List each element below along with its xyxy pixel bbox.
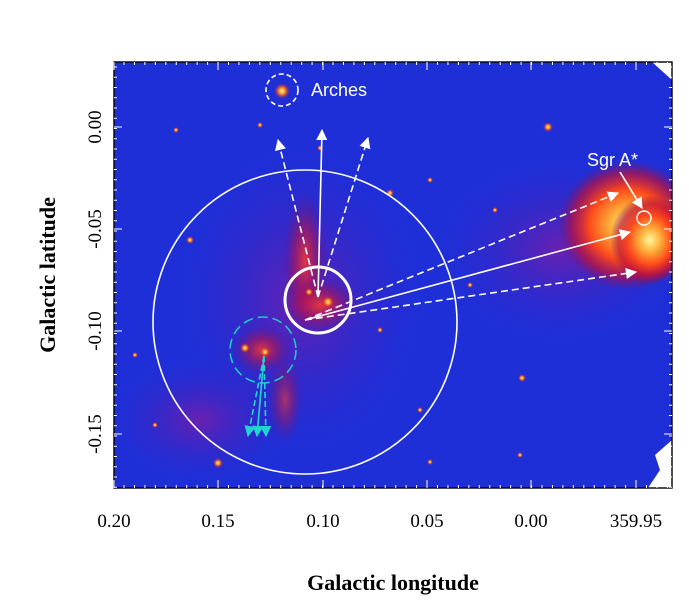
y-tick-labels: 0.00 -0.05 -0.10 -0.15: [85, 110, 106, 453]
x-tick-label: 0.00: [514, 511, 547, 532]
x-axis-title: Galactic longitude: [307, 570, 479, 595]
sgr-a-label: Sgr A*: [587, 150, 638, 170]
sgr-a-circle: [636, 210, 652, 226]
x-tick-labels: 0.20 0.15 0.10 0.05 0.00 359.95: [97, 511, 662, 532]
x-tick-label: 0.20: [97, 511, 130, 532]
x-tick-label: 0.05: [410, 511, 443, 532]
y-tick-label: 0.00: [85, 110, 106, 143]
y-tick-label: -0.10: [85, 311, 106, 351]
arches-circle: [265, 73, 299, 107]
arrows-to-arches: [275, 128, 371, 298]
large-region-circle: [152, 169, 458, 475]
y-tick-label: -0.05: [85, 209, 106, 249]
xray-map: Arches Sgr A*: [114, 62, 672, 488]
x-tick-label: 359.95: [610, 511, 662, 532]
axis-ticks: [113, 62, 672, 488]
cyan-arrows: [244, 355, 272, 438]
plot-frame: [113, 61, 673, 489]
x-tick-label: 0.10: [306, 511, 339, 532]
arches-label: Arches: [311, 80, 367, 100]
arrows-to-sgr-a: [304, 171, 643, 321]
y-axis-title: Galactic latitude: [35, 197, 60, 353]
x-tick-label: 0.15: [201, 511, 234, 532]
y-tick-label: -0.15: [85, 414, 106, 454]
cyan-region-circle: [229, 316, 297, 384]
